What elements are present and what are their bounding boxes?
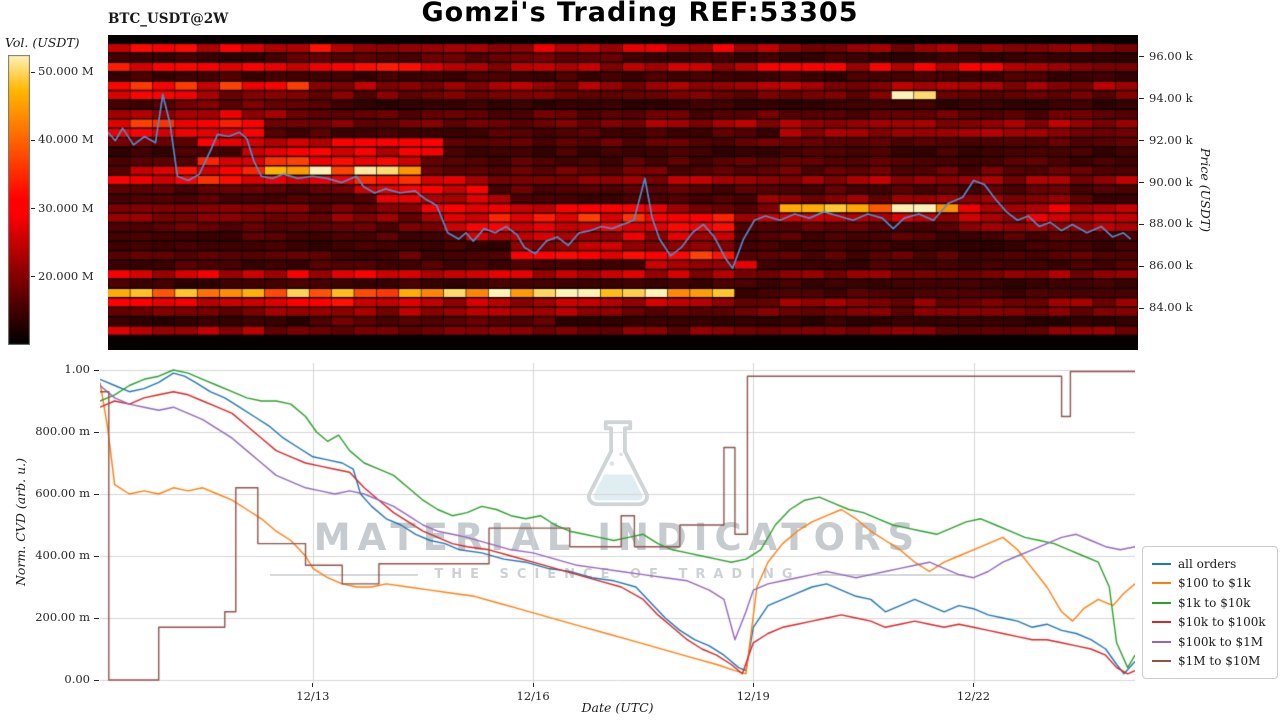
price-tick-mark — [1139, 223, 1144, 225]
price-tick-mark — [1139, 56, 1144, 58]
cvd-ytick-mark — [94, 431, 99, 433]
colorbar-tick-label: 40.000 M — [38, 132, 94, 147]
legend-line-swatch — [1152, 601, 1171, 604]
cvd-ytick-label: 400.00 m — [35, 548, 90, 562]
cvd-xtick-mark — [532, 683, 534, 687]
legend-item: $1M to $10M — [1152, 652, 1268, 672]
cvd-xtick-label: 12/13 — [296, 689, 330, 703]
colorbar-tick-mark — [31, 139, 35, 141]
legend-label: $1M to $10M — [1178, 654, 1261, 669]
legend-label: $1k to $10k — [1178, 595, 1251, 610]
legend-line-swatch — [1152, 640, 1171, 643]
legend-item: $1k to $10k — [1152, 593, 1268, 613]
price-tick-mark — [1139, 140, 1144, 142]
date-axis-label: Date (UTC) — [581, 700, 654, 715]
cvd-xtick-mark — [973, 683, 974, 687]
legend-line-swatch — [1152, 621, 1171, 624]
liquidity-heatmap-canvas — [108, 35, 1138, 350]
cvd-ytick-label: 200.00 m — [35, 610, 90, 624]
cvd-ytick-label: 1.00 — [64, 362, 90, 376]
volume-colorbar — [8, 55, 30, 345]
cvd-ytick-mark — [94, 617, 99, 619]
cvd-ytick-mark — [94, 679, 99, 681]
price-tick-mark — [1139, 307, 1144, 309]
legend-label: $100k to $1M — [1178, 634, 1264, 649]
legend-label: all orders — [1178, 556, 1237, 571]
cvd-ytick-mark — [94, 369, 99, 371]
price-tick-label: 92.00 k — [1149, 132, 1193, 147]
legend-label: $100 to $1k — [1178, 576, 1251, 591]
colorbar-tick-mark — [31, 71, 35, 73]
price-tick-label: 94.00 k — [1149, 90, 1193, 105]
price-tick-mark — [1139, 265, 1144, 267]
price-tick-label: 90.00 k — [1149, 174, 1193, 189]
legend-item: $100 to $1k — [1152, 574, 1268, 594]
cvd-ytick-label: 0.00 — [64, 672, 90, 686]
legend-item: all orders — [1152, 554, 1268, 574]
cvd-ytick-mark — [94, 555, 99, 557]
price-tick-mark — [1139, 98, 1144, 100]
legend-item: $10k to $100k — [1152, 613, 1268, 633]
legend-line-swatch — [1152, 582, 1171, 585]
price-tick-label: 84.00 k — [1149, 300, 1193, 315]
price-tick-label: 86.00 k — [1149, 258, 1193, 273]
colorbar-tick-label: 30.000 M — [38, 200, 94, 215]
cvd-ytick-label: 600.00 m — [35, 486, 90, 500]
price-axis-label: Price (USDT) — [1198, 148, 1213, 232]
symbol-label: BTC_USDT@2W — [108, 11, 229, 27]
legend-line-swatch — [1152, 562, 1171, 565]
cvd-xtick-label: 12/19 — [736, 689, 770, 703]
cvd-xtick-mark — [752, 683, 754, 687]
legend: all orders $100 to $1k $1k to $10k $10k to … — [1142, 546, 1278, 679]
cvd-axis-label: Norm. CVD (arb. u.) — [13, 458, 28, 586]
legend-item: $100k to $1M — [1152, 632, 1268, 652]
cvd-xtick-mark — [312, 683, 314, 687]
colorbar-tick-mark — [31, 208, 35, 210]
colorbar-tick-label: 50.000 M — [38, 64, 94, 79]
price-tick-mark — [1139, 182, 1144, 184]
cvd-xtick-label: 12/22 — [956, 689, 991, 703]
colorbar-title: Vol. (USDT) — [5, 35, 80, 50]
colorbar-tick-label: 20.000 M — [38, 268, 94, 283]
legend-line-swatch — [1152, 660, 1171, 663]
cvd-ytick-label: 800.00 m — [35, 424, 90, 438]
cvd-ytick-mark — [94, 493, 99, 495]
price-tick-label: 88.00 k — [1149, 216, 1193, 231]
colorbar-tick-mark — [31, 276, 35, 278]
page-title: Gomzi's Trading REF:53305 — [421, 0, 859, 28]
legend-label: $10k to $100k — [1178, 615, 1266, 630]
cvd-xtick-label: 12/16 — [516, 689, 550, 703]
price-tick-label: 96.00 k — [1149, 48, 1193, 63]
cvd-chart-canvas — [100, 363, 1135, 683]
